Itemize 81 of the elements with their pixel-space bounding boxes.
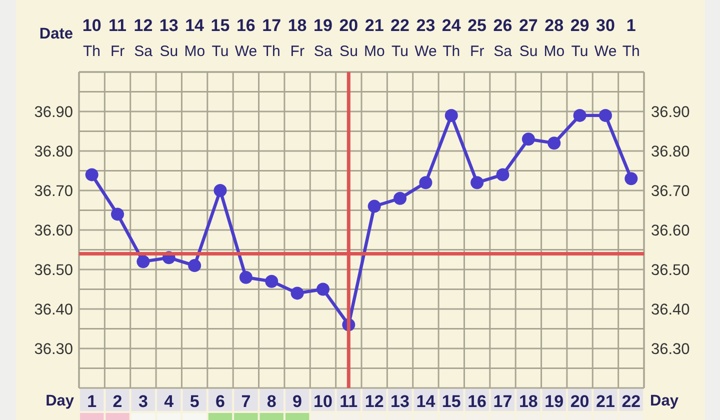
x-tick-label: 19	[544, 392, 564, 411]
y-tick-label: 36.30	[34, 340, 74, 358]
y2-tick-label: 36.40	[651, 301, 690, 318]
x-tick-label: 14	[416, 392, 436, 411]
x-tick-label: 2	[112, 392, 122, 411]
point	[394, 192, 407, 205]
point	[188, 259, 202, 272]
point	[85, 168, 98, 182]
x2-tick-label: 26 Sa	[489, 16, 513, 60]
x-tick-label: 7	[241, 392, 251, 411]
x2-tick-label: 24 Th	[438, 16, 462, 60]
point	[368, 200, 381, 213]
x2-tick-label: 21 Mo	[360, 16, 385, 60]
x-tick-label: 5	[190, 392, 200, 411]
x-tick-label: 3	[138, 392, 148, 411]
y2-tick-label: 36.30	[651, 340, 690, 358]
x-tick-label: 12	[364, 392, 384, 411]
point	[598, 108, 612, 122]
point	[136, 255, 150, 268]
y2-tick-label: 36.80	[651, 143, 690, 160]
y2-tick-label: 36.50	[651, 262, 690, 279]
x2-tick-label: 14 Mo	[180, 16, 206, 60]
x-tick-label: 9	[292, 392, 302, 411]
x2-tick-label: 19 Sa	[310, 16, 333, 60]
x2-tick-label: 12 Sa	[130, 16, 154, 60]
x2-tick-label: 30 We	[590, 16, 617, 60]
x2-tick-label: 17 Th	[258, 16, 282, 60]
text: Day	[650, 392, 678, 410]
point	[444, 108, 458, 122]
x2-tick-label: 28 Mo	[540, 16, 565, 60]
x2-tick-label: 15 Tu	[208, 16, 230, 60]
point	[265, 274, 278, 288]
x-tick-label: 11	[340, 392, 358, 411]
x-tick-label: 4	[164, 392, 174, 411]
x-tick-label: 21	[596, 392, 615, 411]
point	[290, 286, 304, 300]
y-tick-label: 36.80	[34, 143, 74, 160]
x2-tick-label: 25 Fr	[466, 16, 487, 60]
x2-tick-label: 20 Su	[335, 16, 358, 60]
y2-tick-label: 36.70	[651, 182, 690, 200]
point	[496, 168, 510, 182]
x2-tick-label: 29 Tu	[567, 16, 590, 60]
point	[522, 132, 535, 146]
x2-tick-label: 18 Fr	[286, 16, 307, 60]
x-tick-label: 1	[87, 392, 97, 411]
point	[111, 208, 124, 221]
x-tick-label: 6	[216, 392, 225, 411]
point	[239, 270, 252, 284]
x2-tick-label: 13 Su	[156, 16, 178, 60]
x2-tick-label: 16 We	[230, 16, 258, 60]
point	[548, 136, 561, 150]
point	[573, 108, 586, 122]
y2-tick-label: 36.90	[651, 104, 690, 121]
point	[316, 282, 330, 296]
x-axis-title: Day	[46, 392, 74, 410]
x2-tick-label: 11 Fr	[106, 16, 127, 60]
x2-tick-label: 22 Tu	[388, 16, 410, 60]
x2-axis-title: Date	[39, 25, 74, 42]
x2-tick-label: 1 Th	[618, 16, 640, 60]
x-tick-label: 13	[390, 392, 410, 411]
x-tick-label: 20	[570, 392, 590, 411]
y2-tick-label: 36.60	[651, 222, 690, 240]
x2-tick-label: 27 Su	[515, 16, 538, 60]
y-tick-label: 36.90	[34, 104, 74, 121]
x-tick-label: 15	[442, 392, 461, 411]
x-tick-label: 16	[468, 392, 487, 411]
x-tick-label: 18	[518, 392, 538, 411]
x-tick-label: 17	[493, 392, 512, 411]
x2-tick-label: 10 Th	[79, 16, 102, 60]
x2-tick-label: 23 We	[410, 16, 437, 60]
y-tick-label: 36.60	[34, 222, 74, 240]
point	[419, 176, 432, 190]
x-tick-label: 8	[266, 392, 276, 411]
y-tick-label: 36.40	[34, 301, 74, 318]
point	[470, 176, 484, 190]
point	[624, 172, 638, 186]
y-tick-label: 36.50	[34, 262, 74, 279]
x-tick-label: 22	[622, 392, 641, 411]
y-tick-label: 36.70	[34, 182, 74, 200]
point	[214, 184, 227, 197]
x-tick-label: 10	[314, 392, 332, 411]
